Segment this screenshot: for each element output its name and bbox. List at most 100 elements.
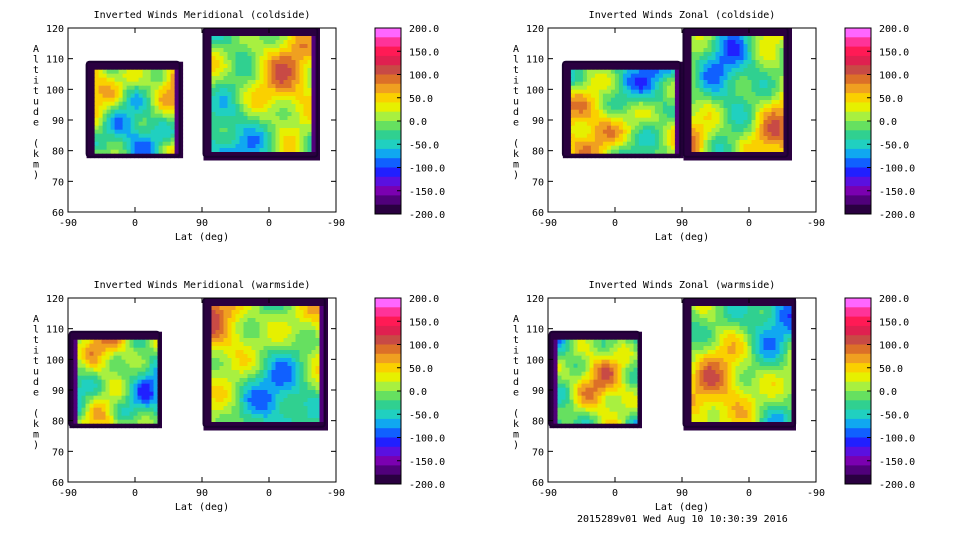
field-cell <box>271 338 276 343</box>
field-cell <box>114 65 120 71</box>
field-cell <box>275 68 280 73</box>
field-cell <box>291 152 296 157</box>
field-cell <box>125 355 130 361</box>
field-cell <box>117 351 122 357</box>
field-cell <box>141 351 146 357</box>
field-cell <box>703 64 708 69</box>
field-cell <box>207 342 212 347</box>
field-cell <box>113 379 118 385</box>
field-cell <box>146 89 152 95</box>
field-cell <box>81 379 86 385</box>
field-cell <box>735 108 740 113</box>
field-cell <box>670 77 676 83</box>
field-cell <box>275 52 280 57</box>
field-cell <box>650 61 656 67</box>
field-cell <box>133 419 138 425</box>
field-cell <box>133 331 138 337</box>
field-cell <box>215 318 220 323</box>
field-cell <box>787 116 792 121</box>
field-cell <box>307 108 312 113</box>
field-cell <box>787 48 792 53</box>
field-cell <box>73 387 78 393</box>
field-cell <box>223 426 228 431</box>
field-cell <box>247 370 252 375</box>
field-cell <box>759 120 764 125</box>
field-cell <box>69 363 74 369</box>
field-cell <box>130 73 136 79</box>
field-cell <box>263 310 268 315</box>
field-cell <box>251 112 256 117</box>
field-cell <box>263 144 268 149</box>
field-cell <box>271 350 276 355</box>
field-cell <box>81 335 86 341</box>
field-cell <box>751 52 756 57</box>
field-cell <box>267 152 272 157</box>
field-cell <box>271 406 276 411</box>
field-cell <box>570 137 576 143</box>
field-cell <box>89 347 94 353</box>
field-cell <box>69 331 74 337</box>
field-cell <box>707 76 712 81</box>
chart-title: Inverted Winds Meridional (coldside) <box>94 10 311 21</box>
field-cell <box>775 52 780 57</box>
field-cell <box>578 149 584 155</box>
colorbar-swatch <box>845 55 871 66</box>
field-cell <box>311 394 316 399</box>
field-cell <box>311 120 316 125</box>
field-cell <box>767 104 772 109</box>
field-cell <box>93 359 98 365</box>
field-cell <box>590 141 596 147</box>
field-cell <box>113 367 118 373</box>
field-cell <box>219 386 224 391</box>
field-cell <box>586 97 592 103</box>
field-cell <box>102 77 108 83</box>
field-cell <box>303 72 308 77</box>
field-cell <box>775 112 780 117</box>
field-cell <box>255 350 260 355</box>
field-cell <box>109 415 114 421</box>
field-cell <box>231 334 236 339</box>
field-cell <box>303 418 308 423</box>
field-cell <box>203 36 208 41</box>
field-cell <box>763 80 768 85</box>
field-cell <box>69 399 74 405</box>
field-cell <box>291 76 296 81</box>
field-cell <box>687 116 692 121</box>
field-cell <box>767 96 772 101</box>
field-cell <box>77 335 82 341</box>
field-cell <box>295 116 300 121</box>
field-cell <box>267 378 272 383</box>
field-cell <box>783 156 788 161</box>
field-cell <box>303 48 308 53</box>
field-cell <box>743 84 748 89</box>
field-cell <box>566 101 572 107</box>
field-cell <box>235 350 240 355</box>
field-cell <box>735 92 740 97</box>
field-cell <box>291 96 296 101</box>
field-cell <box>622 69 628 75</box>
field-cell <box>601 331 606 337</box>
field-cell <box>303 390 308 395</box>
colorbar-swatch <box>845 148 871 159</box>
field-cell <box>211 426 216 431</box>
field-cell <box>787 156 792 161</box>
field-cell <box>283 140 288 145</box>
field-cell <box>81 411 86 417</box>
field-cell <box>630 137 636 143</box>
field-cell <box>203 362 208 367</box>
field-cell <box>166 89 172 95</box>
field-cell <box>283 136 288 141</box>
field-cell <box>642 73 648 79</box>
field-cell <box>251 422 256 427</box>
field-cell <box>670 141 676 147</box>
field-cell <box>125 415 130 421</box>
field-cell <box>574 65 580 71</box>
field-cell <box>247 406 252 411</box>
field-cell <box>137 375 142 381</box>
field-cell <box>223 120 228 125</box>
field-cell <box>227 342 232 347</box>
field-cell <box>259 52 264 57</box>
field-cell <box>303 120 308 125</box>
field-cell <box>307 104 312 109</box>
field-cell <box>231 350 236 355</box>
